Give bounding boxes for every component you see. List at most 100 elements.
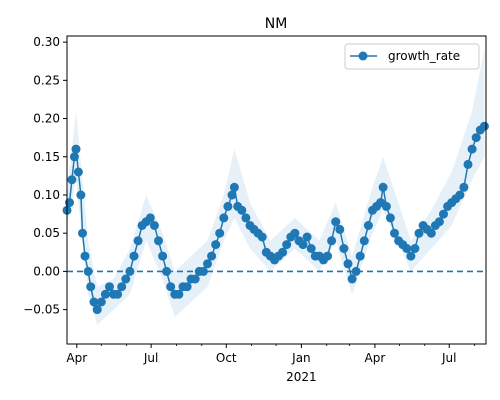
x-axis: Apr Jul Oct Jan Apr Jul 2021 bbox=[66, 344, 475, 384]
confidence-band bbox=[67, 49, 485, 325]
data-point bbox=[229, 182, 239, 192]
legend: growth_rate bbox=[344, 43, 480, 70]
plot-area bbox=[62, 49, 489, 325]
data-point bbox=[406, 251, 416, 261]
data-point bbox=[198, 266, 208, 276]
data-point bbox=[67, 175, 77, 185]
data-point bbox=[237, 205, 247, 215]
x-tick-label: Apr bbox=[365, 351, 386, 365]
data-point bbox=[121, 274, 131, 284]
data-point bbox=[174, 289, 184, 299]
data-point bbox=[290, 228, 300, 238]
x-tick-label: Apr bbox=[66, 351, 87, 365]
data-point bbox=[390, 228, 399, 238]
y-tick-label: 0.20 bbox=[33, 112, 60, 126]
data-point bbox=[105, 282, 114, 292]
data-point bbox=[306, 244, 316, 253]
x-tick-label: Jul bbox=[143, 351, 158, 365]
data-point bbox=[86, 282, 96, 292]
data-point bbox=[479, 121, 489, 131]
data-point bbox=[414, 228, 424, 238]
chart-title: NM bbox=[265, 16, 288, 32]
data-point bbox=[355, 251, 365, 261]
data-point bbox=[331, 217, 341, 227]
data-point bbox=[83, 266, 93, 276]
data-point bbox=[125, 266, 135, 276]
data-point bbox=[96, 297, 106, 307]
data-point bbox=[133, 236, 143, 246]
data-point bbox=[149, 221, 159, 230]
data-point bbox=[215, 228, 225, 238]
data-point bbox=[410, 244, 420, 253]
data-point bbox=[257, 232, 267, 242]
data-point bbox=[223, 201, 233, 211]
plot-frame bbox=[66, 35, 487, 345]
data-point bbox=[282, 240, 292, 250]
data-point bbox=[241, 213, 251, 223]
data-point bbox=[158, 251, 168, 261]
data-point bbox=[402, 244, 412, 253]
y-tick-label: 0.25 bbox=[33, 73, 60, 87]
data-point bbox=[219, 213, 229, 223]
data-point bbox=[343, 259, 353, 269]
data-point bbox=[207, 251, 217, 261]
data-point bbox=[89, 297, 99, 307]
y-tick-label: 0.10 bbox=[33, 188, 60, 202]
x-year-label: 2021 bbox=[286, 370, 317, 384]
x-tick-label: Oct bbox=[216, 351, 237, 365]
data-point bbox=[145, 213, 155, 223]
x-tick-label: Jul bbox=[441, 351, 456, 365]
data-point bbox=[347, 274, 357, 284]
y-tick-label: 0.30 bbox=[33, 35, 60, 49]
data-point bbox=[100, 289, 110, 299]
data-point bbox=[182, 282, 192, 292]
data-point bbox=[113, 289, 123, 299]
data-point bbox=[302, 232, 312, 242]
data-point bbox=[459, 182, 469, 192]
data-point bbox=[92, 305, 102, 315]
data-point bbox=[73, 167, 83, 177]
data-point bbox=[339, 244, 349, 253]
data-point bbox=[455, 190, 465, 200]
data-point bbox=[166, 282, 176, 292]
data-point bbox=[363, 221, 373, 230]
legend-label-growth-rate: growth_rate bbox=[388, 49, 460, 63]
data-point bbox=[351, 266, 361, 276]
data-point bbox=[298, 240, 308, 250]
data-point bbox=[78, 228, 87, 238]
data-point bbox=[327, 236, 337, 246]
data-point bbox=[162, 266, 172, 276]
data-point bbox=[439, 209, 448, 219]
data-point bbox=[467, 144, 477, 154]
data-point bbox=[203, 259, 212, 269]
data-point bbox=[471, 133, 481, 143]
y-tick-label: 0.05 bbox=[33, 226, 60, 240]
data-point bbox=[71, 144, 81, 154]
data-point bbox=[381, 201, 391, 211]
legend-box bbox=[344, 43, 480, 70]
y-tick-label: 0.15 bbox=[33, 150, 60, 164]
data-point bbox=[359, 236, 369, 246]
legend-point-marker bbox=[358, 51, 368, 61]
data-point bbox=[463, 159, 473, 169]
x-tick-label: Jan bbox=[291, 351, 311, 365]
data-point bbox=[76, 190, 86, 200]
data-point bbox=[80, 251, 90, 261]
data-point bbox=[278, 247, 288, 257]
data-point bbox=[129, 251, 139, 261]
y-tick-label: 0.00 bbox=[33, 264, 60, 278]
data-point bbox=[323, 251, 332, 261]
data-point bbox=[211, 240, 221, 250]
data-point bbox=[335, 224, 345, 234]
data-point bbox=[65, 198, 74, 208]
y-axis: −0.05 0.00 0.05 0.10 0.15 0.20 0.25 0.30 bbox=[23, 35, 67, 317]
data-point bbox=[190, 274, 200, 284]
data-point bbox=[434, 217, 444, 227]
data-point bbox=[227, 190, 237, 200]
data-point bbox=[117, 282, 127, 292]
data-point bbox=[426, 228, 436, 238]
data-point bbox=[378, 182, 388, 192]
y-tick-label: −0.05 bbox=[23, 303, 60, 317]
data-point bbox=[69, 152, 79, 162]
